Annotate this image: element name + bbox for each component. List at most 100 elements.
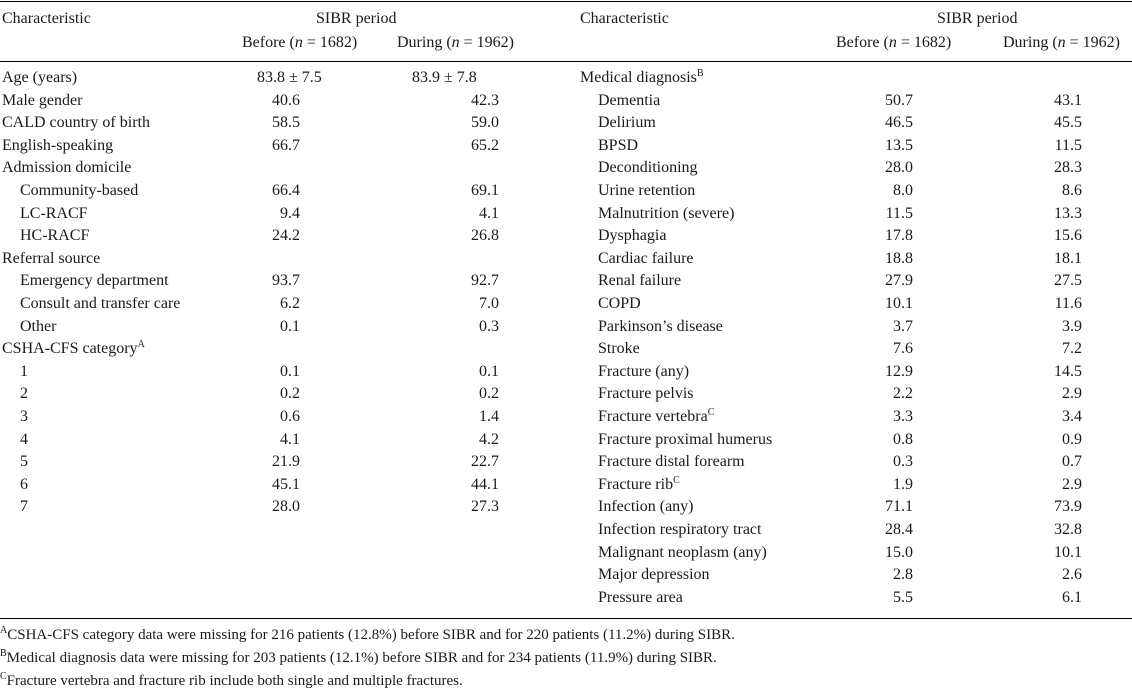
left-row-label: 6: [20, 476, 28, 493]
footnote-marker: C: [0, 671, 7, 682]
right-during-value: 15.6: [1054, 227, 1082, 244]
left-before-value: 9.4: [280, 205, 300, 222]
left-before-value: 0.6: [280, 408, 300, 425]
right-before-value: 3.7: [893, 318, 913, 335]
left-during-header: During (n = 1962): [397, 34, 515, 51]
left-before-value: 58.5: [272, 114, 300, 131]
footnote-line: ACSHA-CFS category data were missing for…: [0, 625, 735, 644]
right-before-value: 71.1: [885, 498, 913, 515]
right-during-value: 13.3: [1054, 205, 1082, 222]
right-before-value: 0.8: [893, 431, 913, 448]
footnote-marker: A: [137, 339, 145, 350]
left-row-label: 4: [20, 431, 28, 448]
right-during-value: 3.9: [1062, 318, 1082, 335]
left-during-value: 92.7: [471, 272, 499, 289]
right-during-value: 7.2: [1062, 340, 1082, 357]
left-during-value: 42.3: [471, 92, 499, 109]
right-row-label: Dementia: [598, 92, 661, 109]
right-row-label: Infection (any): [598, 498, 694, 515]
right-row-label: Fracture vertebraC: [598, 407, 715, 426]
right-during-value: 6.1: [1062, 589, 1082, 606]
right-row-label: Fracture proximal humerus: [598, 431, 773, 448]
right-before-value: 1.9: [893, 476, 913, 493]
left-row-label: Male gender: [2, 92, 83, 109]
left-row-label: 1: [20, 363, 28, 380]
right-period-header: SIBR period: [937, 10, 1018, 27]
right-before-value: 10.1: [885, 295, 913, 312]
left-before-value: 83.8 ± 7.5: [257, 69, 322, 86]
left-before-value: 4.1: [280, 431, 300, 448]
left-during-value: 0.3: [479, 318, 499, 335]
footnote-marker: B: [0, 648, 7, 659]
left-row-label: HC-RACF: [20, 227, 90, 244]
right-during-value: 8.6: [1062, 182, 1082, 199]
left-row-label: Age (years): [2, 69, 78, 86]
footnote-marker: A: [0, 625, 8, 636]
header-rule: [0, 61, 1132, 62]
left-before-value: 24.2: [272, 227, 300, 244]
right-row-label: COPD: [598, 295, 641, 312]
left-before-value: 66.7: [272, 137, 300, 154]
footnote-marker: B: [696, 68, 704, 79]
right-before-value: 2.2: [893, 385, 913, 402]
right-before-value: 5.5: [893, 589, 913, 606]
left-row-label: Admission domicile: [2, 159, 132, 176]
table-bottom-rule: [0, 618, 1132, 619]
left-row-label: English-speaking: [2, 137, 114, 154]
right-before-value: 46.5: [885, 114, 913, 131]
right-before-value: 0.3: [893, 453, 913, 470]
right-during-value: 3.4: [1062, 408, 1082, 425]
left-before-value: 6.2: [280, 295, 300, 312]
right-row-label: Delirium: [598, 114, 656, 131]
right-row-label: Malnutrition (severe): [598, 205, 735, 222]
right-before-value: 28.0: [885, 159, 913, 176]
left-during-value: 27.3: [471, 498, 499, 515]
left-row-label: CSHA-CFS categoryA: [2, 339, 145, 358]
right-row-label: Pressure area: [598, 589, 683, 606]
right-before-header: Before (n = 1682): [836, 34, 952, 51]
left-before-value: 66.4: [272, 182, 300, 199]
left-row-label: 7: [20, 498, 28, 515]
right-row-label: Fracture distal forearm: [598, 453, 745, 470]
right-during-header: During (n = 1962): [1003, 34, 1121, 51]
right-during-value: 0.9: [1062, 431, 1082, 448]
right-row-label: Malignant neoplasm (any): [598, 544, 767, 561]
left-row-label: Emergency department: [20, 272, 169, 289]
right-row-label: Parkinson’s disease: [598, 318, 723, 335]
left-row-label: Other: [20, 318, 57, 335]
left-before-value: 0.2: [280, 385, 300, 402]
footnote-marker: C: [673, 475, 680, 486]
right-during-value: 28.3: [1054, 159, 1082, 176]
right-during-value: 0.7: [1062, 453, 1082, 470]
left-before-value: 40.6: [272, 92, 300, 109]
left-during-value: 1.4: [479, 408, 499, 425]
left-row-label: Community-based: [20, 182, 139, 199]
right-before-value: 12.9: [885, 363, 913, 380]
right-row-label: Urine retention: [598, 182, 696, 199]
right-before-value: 28.4: [885, 521, 913, 538]
right-before-value: 7.6: [893, 340, 913, 357]
right-before-value: 11.5: [885, 205, 913, 222]
right-characteristic-header: Characteristic: [580, 10, 669, 27]
left-row-label: 5: [20, 453, 28, 470]
right-during-value: 11.5: [1054, 137, 1082, 154]
right-row-label: Medical diagnosisB: [580, 68, 704, 87]
left-during-value: 0.2: [479, 385, 499, 402]
left-row-label: LC-RACF: [20, 205, 88, 222]
left-during-value: 59.0: [471, 114, 499, 131]
left-during-value: 4.1: [479, 205, 499, 222]
right-row-label: Stroke: [598, 340, 640, 357]
right-during-value: 32.8: [1054, 521, 1082, 538]
table-top-rule: [0, 1, 1132, 2]
left-before-underline: [202, 61, 242, 62]
right-row-label: Major depression: [598, 566, 710, 583]
left-row-label: 3: [20, 408, 28, 425]
right-before-value: 15.0: [885, 544, 913, 561]
left-before-value: 0.1: [280, 363, 300, 380]
right-during-value: 2.9: [1062, 476, 1082, 493]
left-before-value: 93.7: [272, 272, 300, 289]
left-before-value: 0.1: [280, 318, 300, 335]
right-row-label: Dysphagia: [598, 227, 667, 244]
left-before-header: Before (n = 1682): [242, 34, 358, 51]
left-row-label: 2: [20, 385, 28, 402]
